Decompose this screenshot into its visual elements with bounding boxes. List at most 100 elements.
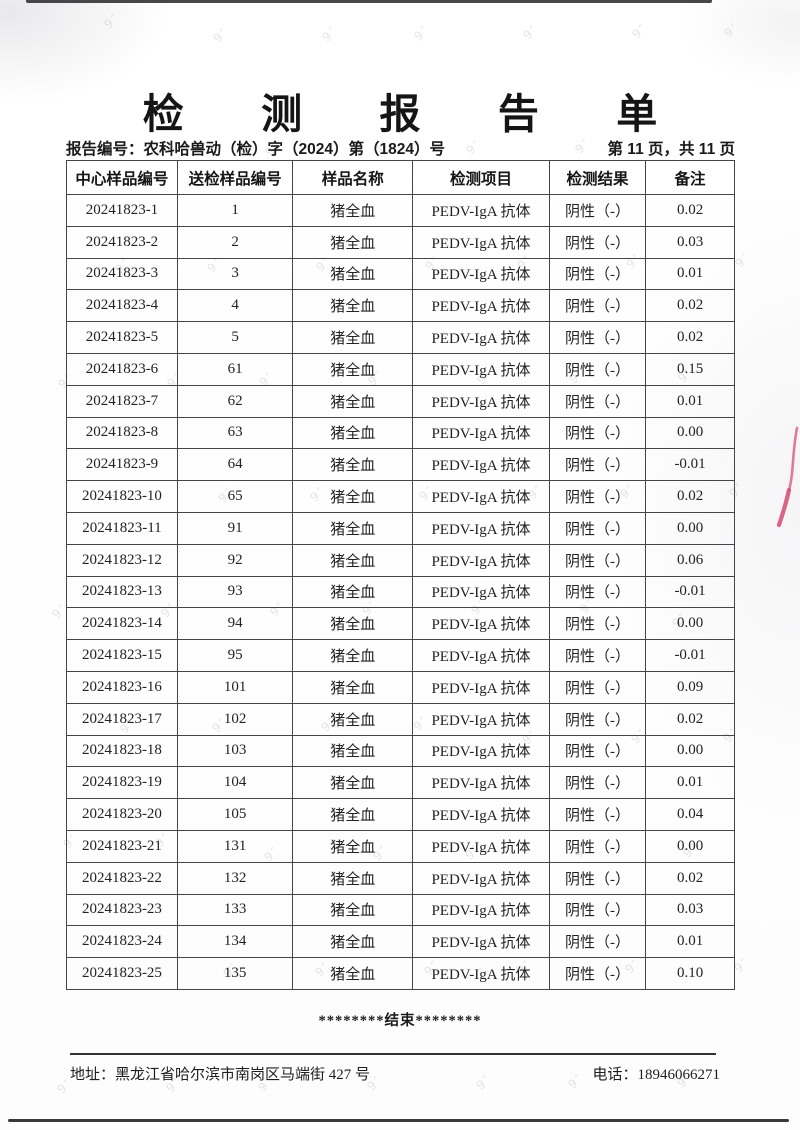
test-item-cell: PEDV-IgA 抗体 [412,607,550,641]
test-result-cell: 阴性（-） [548,321,647,354]
test-item-cell: PEDV-IgA 抗体 [412,829,550,863]
table-row: 20241823-18 103 猪全血 PEDV-IgA 抗体 阴性（-） 0.00 [66,734,735,768]
center-sample-id-cell: 20241823-18 [66,734,178,768]
sample-name-cell: 猪全血 [292,893,413,927]
test-item-cell: PEDV-IgA 抗体 [412,480,550,513]
submitted-sample-id-cell: 102 [176,702,294,736]
sample-name-cell: 猪全血 [292,702,413,736]
stamp-watermark-icon: 9″ [721,19,743,41]
remark-cell: 0.02 [645,321,735,354]
report-meta-row: 报告编号：农科哈兽动（检）字（2024）第（1824）号 第 11 页，共 11… [66,137,735,159]
test-result-cell: 阴性（-） [548,829,647,863]
sample-name-cell: 猪全血 [292,766,413,800]
table-row: 20241823-1 1 猪全血 PEDV-IgA 抗体 阴性（-） 0.02 [66,194,735,227]
remark-cell: 0.02 [645,480,735,513]
test-result-cell: 阴性（-） [548,384,647,418]
test-result-cell: 阴性（-） [548,352,647,386]
test-result-cell: 阴性（-） [548,289,647,323]
table-row: 20241823-23 133 猪全血 PEDV-IgA 抗体 阴性（-） 0.03 [66,893,735,927]
red-stamp-fragment-icon [776,426,799,528]
footer-divider [70,1053,716,1055]
test-item-cell: PEDV-IgA 抗体 [412,225,550,259]
submitted-sample-id-cell: 131 [176,829,294,863]
remark-cell: -0.01 [645,448,735,482]
remark-cell: 0.00 [645,416,735,450]
center-sample-id-cell: 20241823-4 [66,289,178,323]
table-row: 20241823-13 93 猪全血 PEDV-IgA 抗体 阴性（-） -0.01 [66,575,735,609]
sample-name-cell: 猪全血 [292,289,413,323]
remark-cell: 0.04 [645,798,735,831]
submitted-sample-id-cell: 95 [176,639,294,672]
remark-cell: 0.01 [645,384,735,418]
center-sample-id-cell: 20241823-8 [66,416,178,450]
column-header: 备注 [645,160,735,195]
center-sample-id-cell: 20241823-11 [66,511,178,545]
test-result-cell: 阴性（-） [548,861,647,895]
test-item-cell: PEDV-IgA 抗体 [412,734,550,768]
stamp-watermark-icon: 9″ [629,20,651,42]
submitted-sample-id-cell: 133 [176,893,294,927]
test-item-cell: PEDV-IgA 抗体 [412,925,550,959]
test-item-cell: PEDV-IgA 抗体 [412,861,550,895]
test-result-cell: 阴性（-） [548,225,647,259]
column-header: 检测结果 [548,160,647,195]
submitted-sample-id-cell: 2 [176,225,294,259]
remark-cell: 0.00 [645,511,735,545]
sample-name-cell: 猪全血 [292,384,413,418]
table-row: 20241823-10 65 猪全血 PEDV-IgA 抗体 阴性（-） 0.02 [66,480,735,513]
table-row: 20241823-9 64 猪全血 PEDV-IgA 抗体 阴性（-） -0.01 [66,448,735,482]
report-table-body: 20241823-1 1 猪全血 PEDV-IgA 抗体 阴性（-） 0.02 202418… [66,194,735,990]
test-item-cell: PEDV-IgA 抗体 [412,511,550,545]
table-row: 20241823-2 2 猪全血 PEDV-IgA 抗体 阴性（-） 0.03 [66,225,735,259]
test-item-cell: PEDV-IgA 抗体 [412,321,550,354]
test-result-cell: 阴性（-） [548,448,647,482]
column-header: 中心样品编号 [66,160,178,195]
stamp-watermark-icon: 9″ [732,249,754,271]
test-item-cell: PEDV-IgA 抗体 [412,575,550,609]
remark-cell: 0.01 [645,766,735,800]
table-row: 20241823-22 132 猪全血 PEDV-IgA 抗体 阴性（-） 0.02 [66,861,735,895]
submitted-sample-id-cell: 101 [176,670,294,704]
submitted-sample-id-cell: 104 [176,766,294,800]
test-result-cell: 阴性（-） [548,257,647,291]
center-sample-id-cell: 20241823-19 [66,766,178,800]
stamp-watermark-icon: 9″ [411,22,433,44]
center-sample-id-cell: 20241823-3 [66,257,178,291]
table-row: 20241823-16 101 猪全血 PEDV-IgA 抗体 阴性（-） 0.09 [66,670,735,704]
submitted-sample-id-cell: 105 [176,798,294,831]
sample-name-cell: 猪全血 [292,257,413,291]
table-row: 20241823-11 91 猪全血 PEDV-IgA 抗体 阴性（-） 0.00 [66,511,735,545]
scan-edge-bottom [8,1119,789,1122]
test-result-cell: 阴性（-） [548,511,647,545]
test-item-cell: PEDV-IgA 抗体 [412,798,550,831]
footer-phone: 电话：18946066271 [592,1067,720,1083]
table-row: 20241823-6 61 猪全血 PEDV-IgA 抗体 阴性（-） 0.15 [66,352,735,386]
test-result-cell: 阴性（-） [548,893,647,927]
submitted-sample-id-cell: 64 [176,448,294,482]
submitted-sample-id-cell: 94 [176,607,294,641]
sample-name-cell: 猪全血 [292,225,413,259]
stamp-watermark-icon: 9″ [520,21,542,43]
test-result-cell: 阴性（-） [548,925,647,959]
test-result-cell: 阴性（-） [548,734,647,768]
center-sample-id-cell: 20241823-1 [66,194,178,227]
test-result-cell: 阴性（-） [548,798,647,831]
submitted-sample-id-cell: 132 [176,861,294,895]
submitted-sample-id-cell: 1 [176,194,294,227]
test-item-cell: PEDV-IgA 抗体 [412,384,550,418]
test-item-cell: PEDV-IgA 抗体 [412,352,550,386]
sample-name-cell: 猪全血 [292,543,413,577]
submitted-sample-id-cell: 62 [176,384,294,418]
test-result-cell: 阴性（-） [548,416,647,450]
remark-cell: 0.03 [645,225,735,259]
test-item-cell: PEDV-IgA 抗体 [412,639,550,672]
remark-cell: 0.00 [645,734,735,768]
remark-cell: 0.01 [645,257,735,291]
footer-address: 地址：黑龙江省哈尔滨市南岗区马端街 427 号 [70,1067,371,1083]
center-sample-id-cell: 20241823-14 [66,607,178,641]
table-row: 20241823-19 104 猪全血 PEDV-IgA 抗体 阴性（-） 0.01 [66,766,735,800]
center-sample-id-cell: 20241823-16 [66,670,178,704]
remark-cell: 0.00 [645,829,735,863]
test-item-cell: PEDV-IgA 抗体 [412,289,550,323]
